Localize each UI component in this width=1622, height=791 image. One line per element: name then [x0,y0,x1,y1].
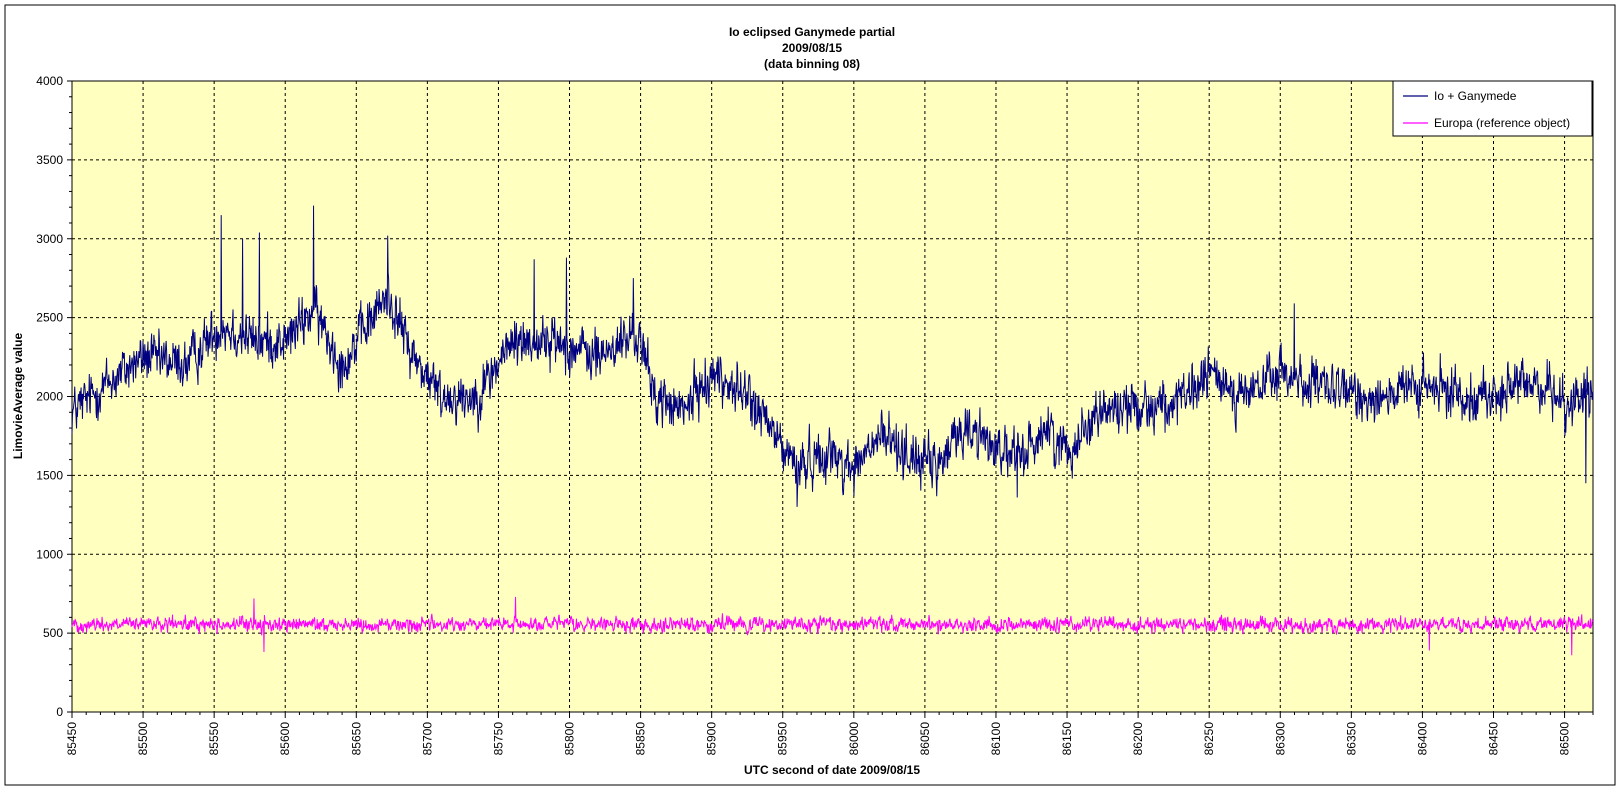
y-tick-label: 4000 [36,74,63,88]
x-tick-label: 85650 [349,722,363,756]
x-tick-label: 85750 [491,722,505,756]
y-axis-label: LimovieAverage value [11,333,25,460]
grid-lines [72,81,1593,712]
x-tick-label: 86350 [1344,722,1358,756]
series-line-1 [71,596,1594,656]
y-tick-labels: 0 500 1000 1500 2000 2500 3000 3500 4000 [36,74,63,719]
axes [67,80,1594,718]
y-tick-label: 0 [56,705,63,719]
x-tick-label: 85900 [705,722,719,756]
chart-title-line-1: Io eclipsed Ganymede partial [729,25,895,39]
y-tick-label: 1000 [36,547,63,561]
y-tick-label: 1500 [36,468,63,482]
y-tick-label: 2500 [36,311,63,325]
legend: Io + Ganymede Europa (reference object) [1392,80,1593,137]
x-tick-label: 86100 [989,722,1003,756]
chart-title-line-2: 2009/08/15 [782,41,842,55]
y-tick-label: 3000 [36,232,63,246]
x-tick-label: 85500 [136,722,150,756]
series-layer [71,205,1594,656]
x-tick-label: 86250 [1202,722,1216,756]
x-tick-label: 85850 [634,722,648,756]
x-tick-label: 85600 [278,722,292,756]
chart-title-line-3: (data binning 08) [764,57,860,71]
legend-label-europa: Europa (reference object) [1434,116,1570,130]
x-tick-label: 86450 [1486,722,1500,756]
x-tick-label: 86200 [1131,722,1145,756]
x-tick-label: 86000 [847,722,861,756]
x-tick-label: 86400 [1415,722,1429,756]
x-tick-label: 85700 [420,722,434,756]
x-tick-label: 86500 [1558,722,1572,756]
x-tick-label: 85550 [207,722,221,756]
y-tick-label: 3500 [36,153,63,167]
legend-label-io-ganymede: Io + Ganymede [1434,89,1517,103]
x-axis-label: UTC second of date 2009/08/15 [744,763,920,777]
series-line-0 [71,205,1594,507]
x-tick-label: 85800 [563,722,577,756]
x-tick-label: 86300 [1273,722,1287,756]
x-tick-label: 85450 [65,722,79,756]
y-tick-label: 500 [43,626,63,640]
y-tick-label: 2000 [36,390,63,404]
x-tick-label: 85950 [776,722,790,756]
x-tick-label: 86050 [918,722,932,756]
legend-box [1392,80,1593,137]
x-tick-label: 86150 [1060,722,1074,756]
x-tick-labels: 85450 85500 85550 85600 85650 85700 85750 85800… [65,722,1572,756]
